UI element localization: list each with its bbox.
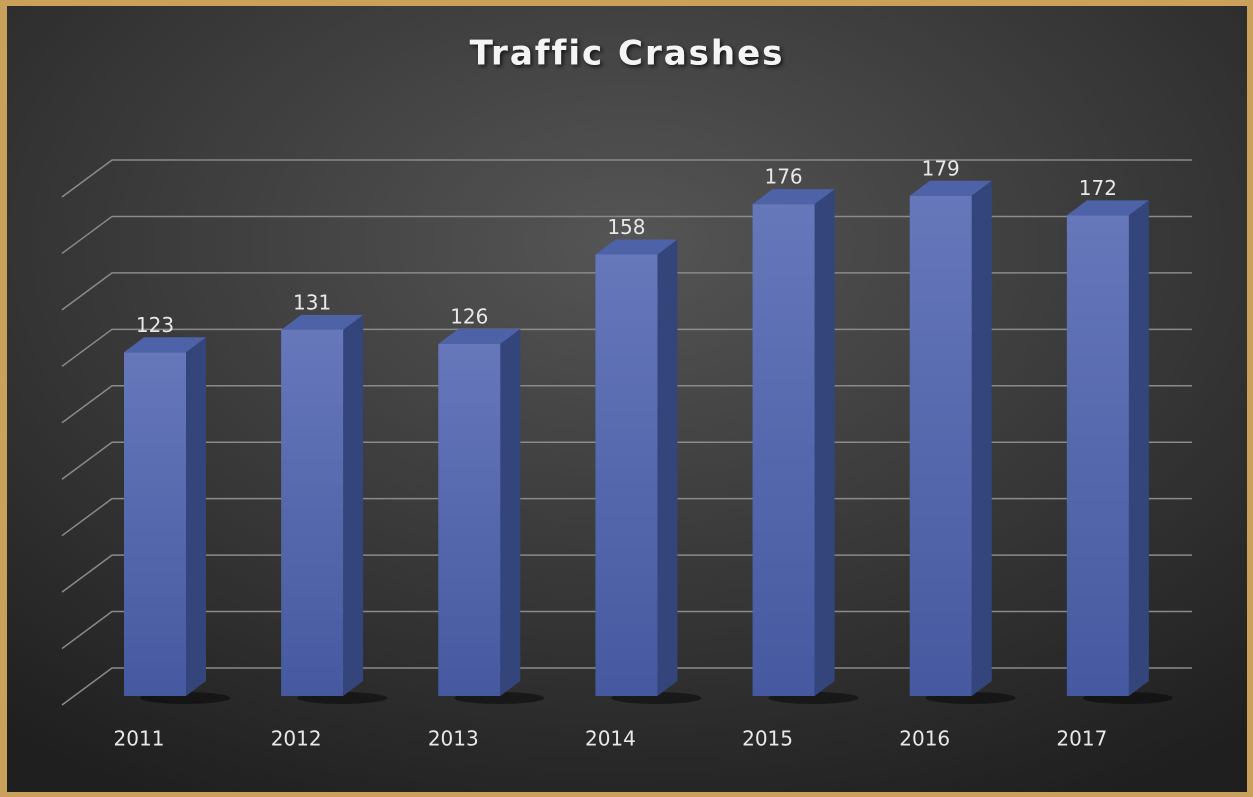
bar-side <box>343 314 364 696</box>
data-label: 179 <box>922 156 960 180</box>
bar-side <box>186 337 206 696</box>
x-tick-label: 2016 <box>899 727 950 751</box>
data-label: 126 <box>450 304 488 328</box>
x-tick-label: 2012 <box>271 727 322 751</box>
bar <box>1066 215 1129 696</box>
bar-top <box>752 189 835 205</box>
bar <box>438 343 501 696</box>
bar-side <box>971 180 992 697</box>
x-tick-label: 2014 <box>585 727 636 751</box>
x-tick-label: 2015 <box>742 727 793 751</box>
bar-side <box>814 189 835 696</box>
bar-side <box>1128 200 1149 696</box>
bar-top <box>1066 200 1149 216</box>
bar-top <box>124 337 206 353</box>
data-label: 176 <box>764 165 802 189</box>
bar <box>595 254 658 696</box>
data-label: 131 <box>293 290 331 314</box>
bar-side <box>657 239 678 696</box>
bar-top <box>595 239 678 255</box>
bar-side <box>500 328 521 696</box>
grid-line <box>61 159 1192 198</box>
bar <box>909 195 972 697</box>
data-label: 172 <box>1079 176 1117 200</box>
bar-top <box>438 328 521 344</box>
bar <box>124 352 186 696</box>
bar-top <box>909 180 992 196</box>
bar-top <box>281 314 364 330</box>
bar <box>752 204 815 696</box>
x-tick-label: 2017 <box>1056 727 1107 751</box>
data-label: 123 <box>136 313 174 337</box>
x-tick-label: 2011 <box>114 727 165 751</box>
x-tick-label: 2013 <box>428 727 479 751</box>
bar <box>281 329 344 696</box>
data-label: 158 <box>607 215 645 239</box>
chart-title: Traffic Crashes <box>470 34 785 74</box>
